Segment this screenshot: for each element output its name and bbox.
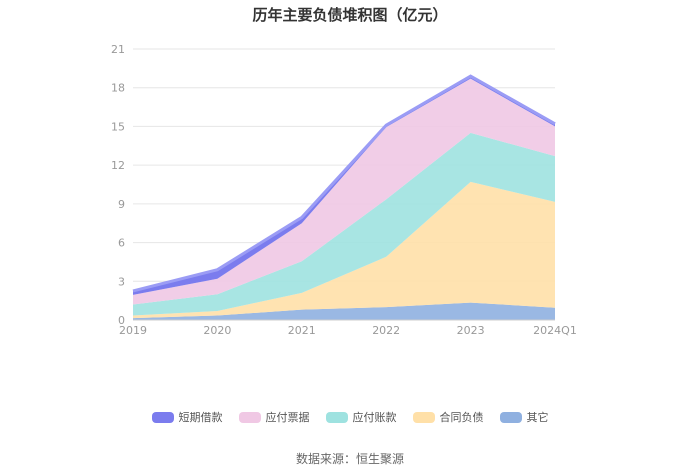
- legend-label: 应付账款: [352, 411, 397, 424]
- legend: 短期借款 应付票据 应付账款 合同负债 其它: [0, 409, 700, 425]
- chart-title: 历年主要负债堆积图（亿元）: [252, 6, 448, 24]
- x-tick-label: 2022: [372, 324, 400, 337]
- y-tick-label: 6: [118, 237, 125, 250]
- legend-item[interactable]: 应付票据: [238, 409, 310, 425]
- legend-label: 合同负债: [439, 411, 484, 424]
- x-tick-label: 2023: [457, 324, 485, 337]
- legend-item[interactable]: 应付账款: [325, 409, 397, 425]
- area-series: [133, 78, 555, 305]
- legend-swatch: [325, 411, 348, 423]
- axes: 0 3 6 9 12 15 18 21 2019 2020 2021 2022 2023 2024Q1: [111, 43, 577, 337]
- legend-swatch: [151, 411, 174, 423]
- legend-label: 短期借款: [178, 411, 223, 424]
- legend-item[interactable]: 其它: [499, 409, 549, 425]
- y-tick-label: 18: [111, 82, 125, 95]
- y-tick-label: 21: [111, 43, 125, 56]
- x-tick-label: 2020: [203, 324, 231, 337]
- x-tick-label: 2024Q1: [533, 324, 577, 337]
- legend-swatch: [412, 411, 435, 423]
- area-series: [133, 132, 555, 316]
- y-tick-label: 15: [111, 120, 125, 133]
- y-tick-label: 12: [111, 159, 125, 172]
- legend-item[interactable]: 合同负债: [412, 409, 484, 425]
- legend-swatch: [499, 411, 522, 423]
- legend-label: 应付票据: [265, 411, 310, 424]
- chart-plot: 0 3 6 9 12 15 18 21 2019 2020 2021 2022 2023 2024Q1: [111, 43, 577, 337]
- legend-item[interactable]: 短期借款: [151, 409, 223, 425]
- x-tick-label: 2019: [119, 324, 147, 337]
- area-series: [133, 181, 555, 319]
- stacked-areas: [132, 74, 556, 320]
- legend-label: 其它: [526, 411, 549, 424]
- top-outline-line: [132, 74, 556, 293]
- area-series: [133, 302, 555, 320]
- source-note: 数据来源：恒生聚源: [295, 452, 404, 466]
- y-tick-label: 0: [118, 314, 125, 327]
- y-tick-label: 3: [118, 275, 125, 288]
- x-tick-label: 2021: [288, 324, 316, 337]
- y-tick-label: 9: [118, 198, 125, 211]
- legend-swatch: [238, 411, 261, 423]
